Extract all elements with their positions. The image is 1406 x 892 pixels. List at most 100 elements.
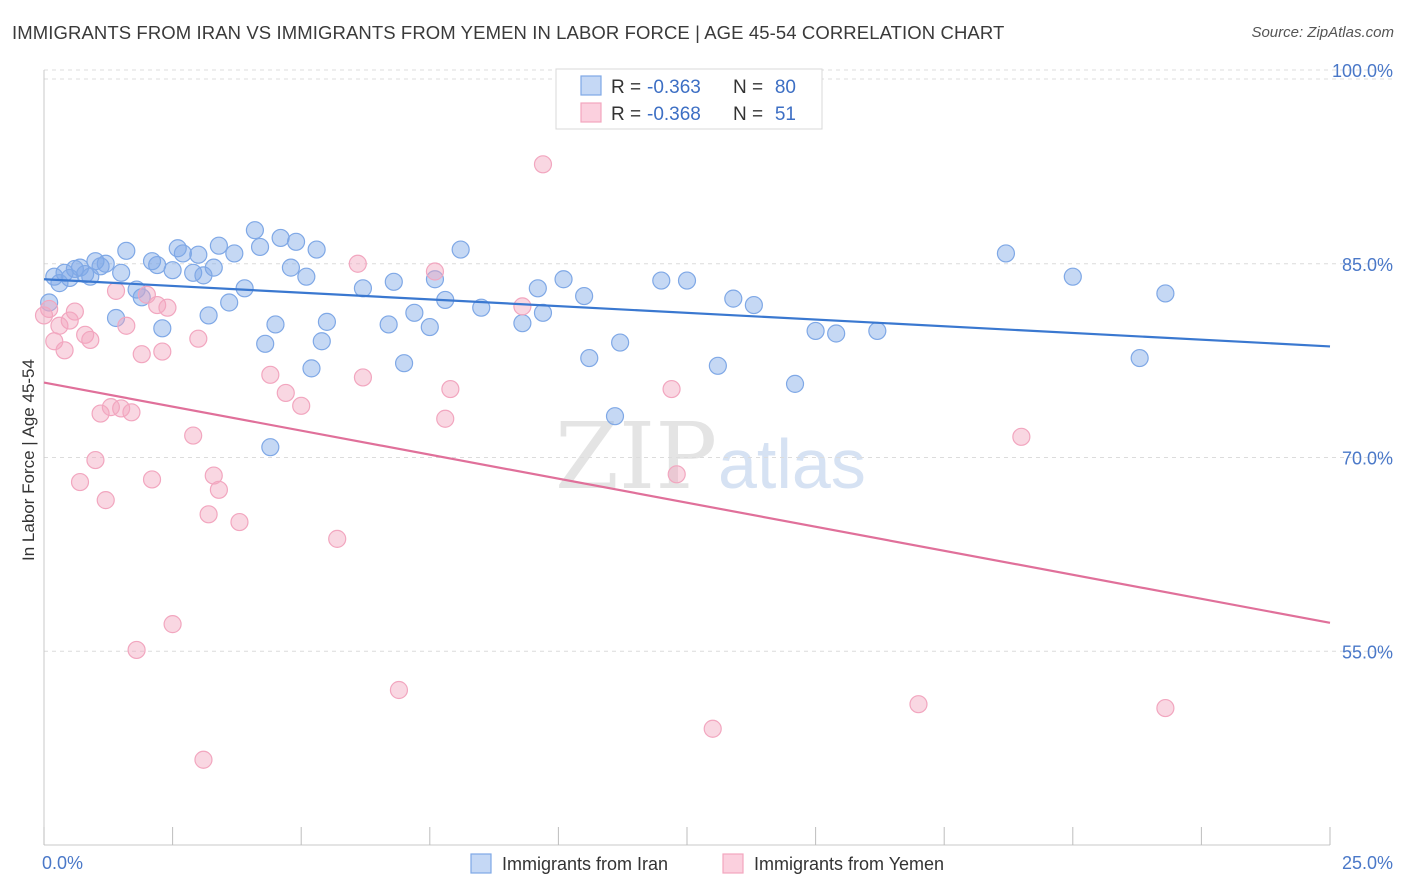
- legend-yemen-n-label: N =: [733, 104, 763, 125]
- yemen-point: [55, 341, 74, 360]
- iran-point: [394, 354, 414, 373]
- yemen-point: [132, 345, 151, 364]
- yemen-point: [667, 465, 686, 484]
- yemen-point: [209, 480, 228, 499]
- iran-point: [1130, 348, 1149, 368]
- bottom-label-iran: Immigrants from Iran: [502, 854, 668, 874]
- iran-point: [148, 255, 167, 275]
- iran-point: [235, 279, 254, 298]
- legend-iran-n-label: N =: [733, 77, 763, 98]
- iran-point: [204, 258, 223, 277]
- yemen-point: [194, 750, 213, 769]
- iran-point: [317, 312, 337, 331]
- legend-iran-n-value: 80: [775, 77, 796, 98]
- source-credit: Source: ZipAtlas.com: [1251, 24, 1394, 41]
- yemen-point: [533, 155, 553, 174]
- yemen-point: [91, 404, 110, 423]
- yemen-point: [184, 426, 203, 445]
- iran-point: [266, 315, 285, 334]
- x-tick-max: 25.0%: [1342, 853, 1393, 873]
- yemen-point: [163, 615, 182, 634]
- y-tick-label: 85.0%: [1342, 255, 1393, 275]
- iran-point: [76, 264, 95, 284]
- iran-point: [533, 303, 553, 322]
- iran-points: [40, 221, 1175, 457]
- iran-point: [281, 258, 301, 277]
- iran-point: [96, 254, 115, 273]
- iran-point: [996, 244, 1016, 263]
- yemen-point: [50, 316, 69, 335]
- yemen-point: [261, 365, 280, 384]
- iran-point: [652, 271, 671, 290]
- yemen-point: [81, 330, 100, 350]
- iran-point: [405, 303, 424, 322]
- yemen-point: [441, 379, 460, 399]
- correlation-legend: R = -0.363 N = 80 R = -0.368 N = 51: [555, 68, 823, 130]
- iran-point: [554, 270, 573, 289]
- legend-iran-r-label: R =: [611, 77, 641, 98]
- watermark-atlas: atlas: [718, 425, 866, 503]
- axes: [43, 70, 1331, 846]
- iran-point: [353, 279, 373, 298]
- yemen-point: [60, 311, 79, 330]
- legend-swatch-yemen: [580, 102, 602, 123]
- iran-point: [271, 228, 290, 248]
- iran-point: [163, 261, 182, 280]
- y-tick-labels: 55.0% 70.0% 85.0% 100.0%: [1332, 61, 1393, 662]
- iran-point: [312, 332, 331, 351]
- yemen-point: [96, 491, 115, 510]
- yemen-point: [909, 695, 928, 714]
- legend-yemen-n-value: 51: [775, 104, 796, 125]
- legend-yemen-r-label: R =: [611, 104, 641, 125]
- yemen-point: [436, 409, 455, 428]
- bottom-swatch-yemen: [722, 853, 744, 874]
- bottom-label-yemen: Immigrants from Yemen: [754, 854, 944, 874]
- yemen-point: [86, 450, 105, 470]
- iran-point: [173, 244, 192, 263]
- y-tick-label: 55.0%: [1342, 642, 1393, 662]
- yemen-point: [189, 329, 208, 348]
- yemen-point: [117, 316, 136, 335]
- iran-point: [744, 295, 763, 315]
- iran-point: [256, 334, 275, 353]
- yemen-point: [122, 403, 141, 422]
- iran-point: [451, 240, 470, 259]
- iran-point: [112, 263, 131, 282]
- iran-point: [384, 272, 403, 291]
- yemen-point: [292, 396, 311, 415]
- iran-point: [580, 348, 599, 368]
- yemen-point: [662, 379, 681, 399]
- yemen-trend-line: [43, 381, 1331, 624]
- iran-point: [724, 289, 743, 308]
- iran-point: [677, 271, 697, 290]
- iran-point: [286, 232, 306, 251]
- bottom-swatch-iran: [470, 853, 492, 874]
- yemen-point: [425, 262, 445, 281]
- legend-swatch-iran: [580, 75, 602, 96]
- iran-point: [575, 286, 594, 306]
- legend-yemen-r-value: -0.368: [647, 104, 701, 125]
- iran-point: [513, 314, 532, 333]
- yemen-point: [199, 505, 218, 524]
- iran-point: [868, 321, 887, 341]
- iran-point: [827, 324, 846, 343]
- iran-point: [472, 298, 491, 317]
- iran-point: [250, 237, 270, 257]
- iran-point: [199, 306, 218, 325]
- yemen-point: [142, 470, 162, 489]
- iran-point: [168, 239, 187, 258]
- yemen-point: [65, 302, 84, 321]
- yemen-point: [353, 368, 373, 387]
- iran-point: [86, 252, 105, 271]
- iran-point: [245, 221, 265, 240]
- yemen-point: [148, 295, 167, 315]
- iran-point: [225, 244, 244, 263]
- iran-point: [806, 321, 825, 341]
- iran-point: [189, 245, 208, 264]
- yemen-point: [34, 306, 54, 325]
- iran-point: [209, 236, 228, 255]
- iran-point: [420, 317, 439, 337]
- iran-point: [425, 270, 445, 289]
- chart-title: IMMIGRANTS FROM IRAN VS IMMIGRANTS FROM …: [12, 22, 1005, 43]
- iran-point: [132, 288, 151, 307]
